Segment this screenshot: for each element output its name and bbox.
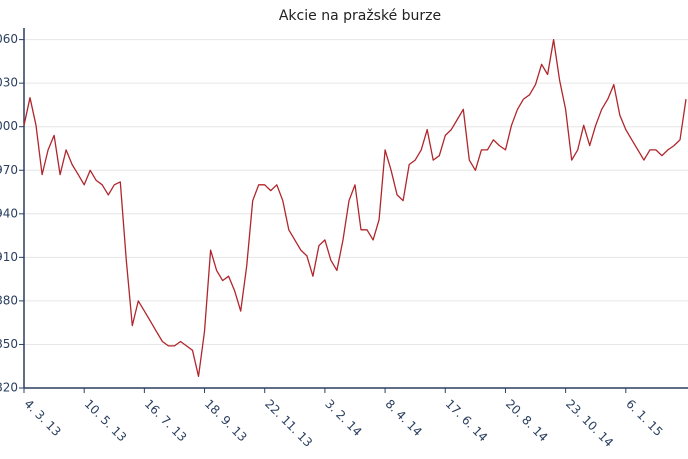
x-tick-label: 6. 1. 15 bbox=[623, 397, 665, 439]
y-tick-label: 910 bbox=[0, 250, 18, 264]
chart-title: Akcie na pražské burze bbox=[279, 8, 441, 24]
x-tick-label: 10. 5. 13 bbox=[82, 397, 130, 445]
y-tick-label: 820 bbox=[0, 381, 18, 395]
x-tick-label: 22. 11. 13 bbox=[262, 397, 315, 450]
y-tick-label: 940 bbox=[0, 206, 18, 220]
price-line bbox=[23, 38, 687, 378]
x-tick-label: 23. 10. 14 bbox=[563, 397, 616, 450]
x-tick-label: 16. 7. 13 bbox=[142, 397, 190, 445]
x-tick-label: 17. 6. 14 bbox=[443, 397, 491, 445]
x-tick-label: 8. 4. 14 bbox=[382, 397, 424, 439]
x-tick-label: 3. 2. 14 bbox=[322, 397, 364, 439]
y-tick-label: 850 bbox=[0, 337, 18, 351]
y-tick-label: 880 bbox=[0, 293, 18, 307]
x-tick-label: 4. 3. 13 bbox=[21, 397, 63, 439]
x-tick-label: 20. 8. 14 bbox=[503, 397, 551, 445]
y-tick-label: 970 bbox=[0, 163, 18, 177]
y-tick-label: 1060 bbox=[0, 32, 18, 46]
y-tick-label: 1030 bbox=[0, 76, 18, 90]
x-tick-label: 18. 9. 13 bbox=[202, 397, 250, 445]
y-tick-label: 1000 bbox=[0, 119, 18, 133]
